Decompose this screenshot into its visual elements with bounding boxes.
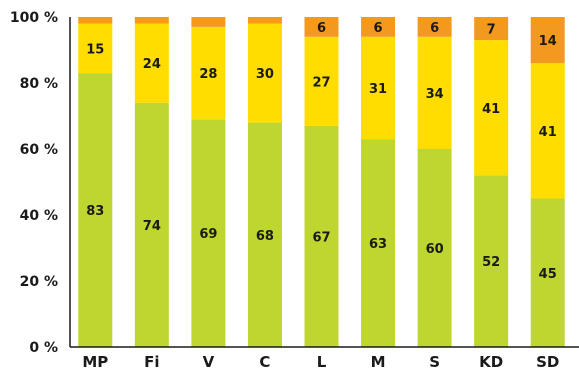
data-label: 6 <box>317 21 326 36</box>
data-label: 41 <box>482 102 500 117</box>
data-label: 6 <box>374 21 383 36</box>
y-tick-label: 0 % <box>29 340 58 356</box>
bar-segment-l-1 <box>304 125 339 348</box>
bar-segment-m-3 <box>361 17 396 37</box>
bar-segment-sd-1 <box>530 198 565 347</box>
bar-segment-s-1 <box>417 149 452 347</box>
bar-segment-m-2 <box>361 36 396 140</box>
bar-segment-sd-2 <box>530 63 565 199</box>
bar-segment-kd-3 <box>474 17 509 41</box>
y-tick-label: 60 % <box>20 142 58 158</box>
data-label: 14 <box>539 34 557 49</box>
data-label: 67 <box>312 230 330 245</box>
data-label: 34 <box>426 87 444 102</box>
data-label: 41 <box>539 125 557 140</box>
x-tick-label: M <box>371 353 386 369</box>
bar-segment-v-3 <box>191 17 226 27</box>
bar-segment-s-2 <box>417 36 452 149</box>
x-tick-label: V <box>203 353 215 369</box>
y-tick-label: 80 % <box>20 76 58 92</box>
y-tick-label: 100 % <box>10 10 58 26</box>
data-label: 68 <box>256 229 274 244</box>
data-label: 30 <box>256 67 274 82</box>
bar-segment-fi-1 <box>134 102 169 347</box>
bar-segment-v-2 <box>191 26 226 120</box>
bar-segment-v-1 <box>191 119 226 347</box>
y-axis-ticks: 0 % 20 % 40 % 60 % 80 % 100 % <box>10 10 58 356</box>
x-tick-label: S <box>429 353 440 369</box>
data-label: 31 <box>369 82 387 97</box>
bar-segment-mp-2 <box>78 23 113 74</box>
bar-segment-kd-2 <box>474 40 509 176</box>
bar-segment-l-2 <box>304 36 339 126</box>
data-label: 52 <box>482 255 500 270</box>
bar-segment-s-3 <box>417 17 452 37</box>
data-label: 63 <box>369 237 387 252</box>
bars <box>78 17 565 348</box>
bar-segment-mp-1 <box>78 73 113 347</box>
x-tick-label: L <box>317 353 327 369</box>
x-tick-label: SD <box>536 353 559 369</box>
x-axis-categories: MP Fi V C L M S KD SD <box>82 353 559 369</box>
data-label: 7 <box>487 23 496 38</box>
bar-segment-sd-3 <box>530 17 565 64</box>
bar-segment-l-3 <box>304 17 339 37</box>
bar-segment-c-1 <box>247 122 282 347</box>
data-label: 60 <box>426 242 444 257</box>
bar-segment-m-1 <box>361 139 396 347</box>
data-label: 27 <box>312 75 330 90</box>
bar-segment-c-3 <box>247 17 282 24</box>
bar-segment-fi-3 <box>134 17 169 24</box>
bar-segment-c-2 <box>247 23 282 123</box>
x-tick-label: MP <box>82 353 108 369</box>
y-tick-label: 20 % <box>20 274 58 290</box>
data-label: 15 <box>86 42 104 57</box>
y-tick-label: 40 % <box>20 208 58 224</box>
bar-segment-kd-1 <box>474 175 509 347</box>
x-tick-label: Fi <box>144 353 159 369</box>
data-label: 6 <box>430 21 439 36</box>
bar-segment-fi-2 <box>134 23 169 103</box>
bar-segment-mp-3 <box>78 17 113 24</box>
x-tick-label: C <box>259 353 270 369</box>
data-label: 69 <box>199 227 217 242</box>
data-label: 83 <box>86 204 104 219</box>
data-labels: 83 15 74 24 69 28 68 30 67 27 6 63 31 6 60 34 6 52 41 7 45 41… <box>86 21 557 282</box>
data-label: 45 <box>539 267 557 282</box>
x-tick-label: KD <box>479 353 503 369</box>
data-label: 28 <box>199 67 217 82</box>
data-label: 74 <box>143 219 161 234</box>
data-label: 24 <box>143 57 161 72</box>
